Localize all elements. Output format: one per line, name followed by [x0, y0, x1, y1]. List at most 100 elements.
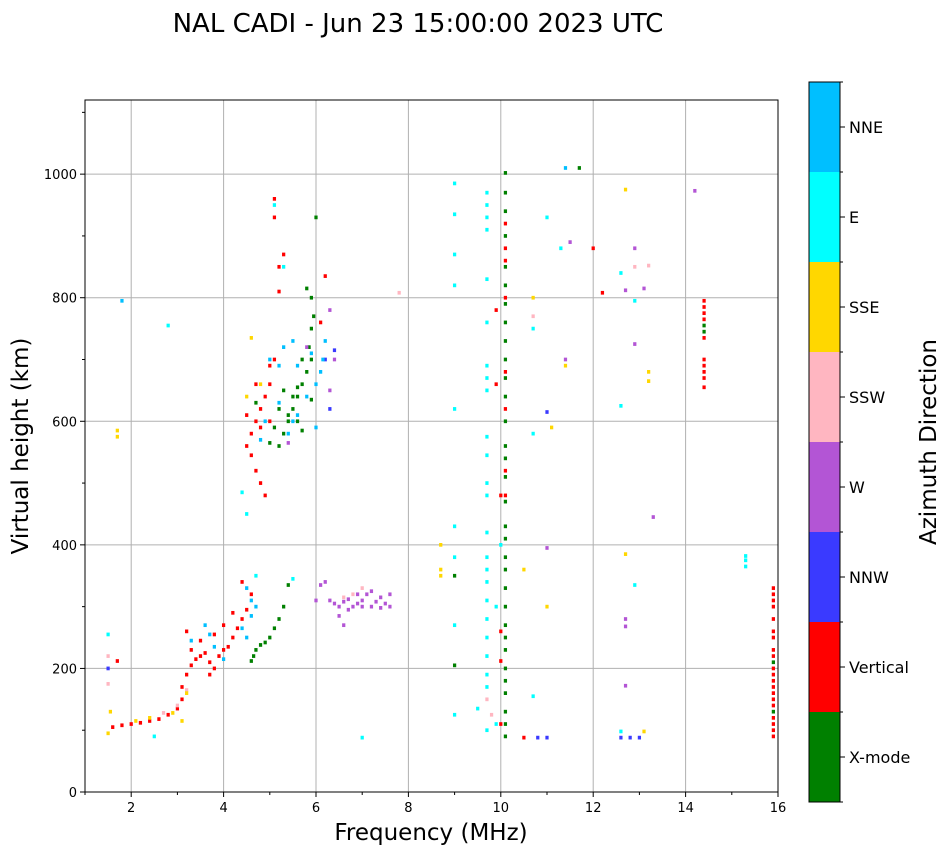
data-point-x-mode	[503, 678, 508, 683]
data-point-w	[346, 607, 350, 612]
data-point-x-mode	[503, 339, 508, 343]
data-point-x-mode	[503, 623, 508, 628]
data-point-w	[374, 599, 378, 604]
data-point-w	[568, 240, 572, 244]
data-point-nnw	[106, 666, 110, 671]
data-point-e	[531, 326, 535, 331]
colorbar-swatch	[809, 262, 840, 352]
data-point-e	[272, 203, 277, 207]
data-point-x-mode	[254, 400, 258, 405]
data-point-e	[485, 728, 489, 733]
colorbar-swatch	[809, 172, 840, 262]
data-point-x-mode	[503, 524, 508, 529]
data-point-vertical	[600, 290, 605, 295]
data-point-vertical	[272, 197, 277, 201]
data-point-vertical	[771, 666, 775, 671]
data-point-vertical	[702, 363, 706, 368]
data-point-nne	[282, 345, 286, 349]
data-point-w	[286, 441, 290, 445]
y-tick-label: 200	[52, 662, 77, 677]
data-point-nnw	[637, 735, 642, 740]
data-point-vertical	[702, 376, 706, 380]
x-tick-label: 4	[219, 801, 227, 816]
data-point-vertical	[499, 722, 503, 726]
data-point-x-mode	[258, 643, 263, 647]
data-point-sse	[245, 394, 249, 399]
y-axis-label: Virtual height (km)	[8, 338, 34, 555]
data-point-sse	[148, 716, 152, 720]
data-point-x-mode	[295, 419, 300, 424]
data-point-x-mode	[305, 370, 309, 374]
data-point-e	[245, 512, 249, 516]
data-point-ssw	[175, 703, 180, 708]
colorbar-tick-label: SSW	[849, 388, 885, 407]
data-point-vertical	[129, 722, 133, 726]
x-tick-label: 6	[312, 801, 320, 816]
data-point-sse	[545, 604, 549, 609]
colorbar-swatch	[809, 82, 840, 172]
data-point-vertical	[771, 592, 775, 597]
data-point-x-mode	[286, 413, 290, 417]
data-point-vertical	[771, 703, 775, 708]
data-point-x-mode	[503, 264, 508, 269]
data-point-nne	[245, 635, 249, 640]
data-point-nnw	[332, 348, 337, 353]
data-point-vertical	[771, 617, 775, 621]
data-point-nne	[221, 657, 226, 662]
data-point-e	[485, 672, 489, 677]
data-point-x-mode	[277, 407, 281, 411]
data-point-x-mode	[249, 659, 253, 663]
x-tick-label: 10	[493, 801, 510, 816]
data-point-vertical	[503, 370, 508, 374]
data-point-vertical	[771, 598, 775, 603]
data-point-vertical	[503, 258, 508, 263]
data-point-e	[106, 632, 110, 637]
data-point-e	[744, 554, 748, 558]
data-point-nne	[277, 400, 281, 405]
data-point-x-mode	[503, 456, 508, 461]
data-point-e	[485, 227, 489, 232]
data-point-x-mode	[282, 431, 286, 436]
data-point-e	[452, 623, 457, 628]
data-point-nne	[249, 614, 253, 618]
data-point-vertical	[263, 493, 267, 498]
data-point-e	[619, 403, 623, 408]
data-point-vertical	[503, 295, 508, 300]
data-point-w	[365, 592, 369, 597]
data-point-vertical	[499, 629, 503, 634]
data-point-vertical	[503, 468, 508, 473]
data-point-sse	[647, 379, 651, 383]
data-point-ssw	[397, 290, 401, 295]
data-point-nne	[277, 363, 281, 368]
data-point-x-mode	[295, 394, 300, 399]
data-point-e	[485, 388, 489, 393]
data-point-vertical	[254, 382, 258, 387]
data-points	[106, 166, 775, 740]
data-point-w	[545, 546, 549, 550]
colorbar-swatch	[809, 442, 840, 532]
data-point-w	[328, 598, 332, 603]
data-point-vertical	[245, 444, 249, 448]
data-point-vertical	[138, 720, 143, 725]
data-point-x-mode	[309, 295, 313, 300]
data-point-sse	[258, 382, 263, 387]
data-point-nne	[314, 425, 318, 430]
data-point-w	[305, 345, 309, 349]
data-point-nne	[263, 419, 267, 424]
data-point-e	[531, 431, 535, 436]
data-point-sse	[185, 691, 189, 695]
colorbar-swatch	[809, 712, 840, 802]
data-point-x-mode	[314, 215, 318, 220]
data-point-x-mode	[291, 394, 295, 399]
data-point-vertical	[771, 685, 775, 689]
data-point-e	[452, 283, 457, 288]
data-point-nnw	[619, 735, 623, 740]
data-point-ssw	[106, 682, 110, 686]
data-point-sse	[171, 711, 175, 715]
data-point-vertical	[702, 385, 706, 390]
data-point-vertical	[221, 623, 226, 628]
data-point-vertical	[263, 394, 267, 399]
data-point-e	[485, 598, 489, 603]
data-point-e	[166, 323, 170, 328]
x-axis-label: Frequency (MHz)	[334, 820, 527, 846]
